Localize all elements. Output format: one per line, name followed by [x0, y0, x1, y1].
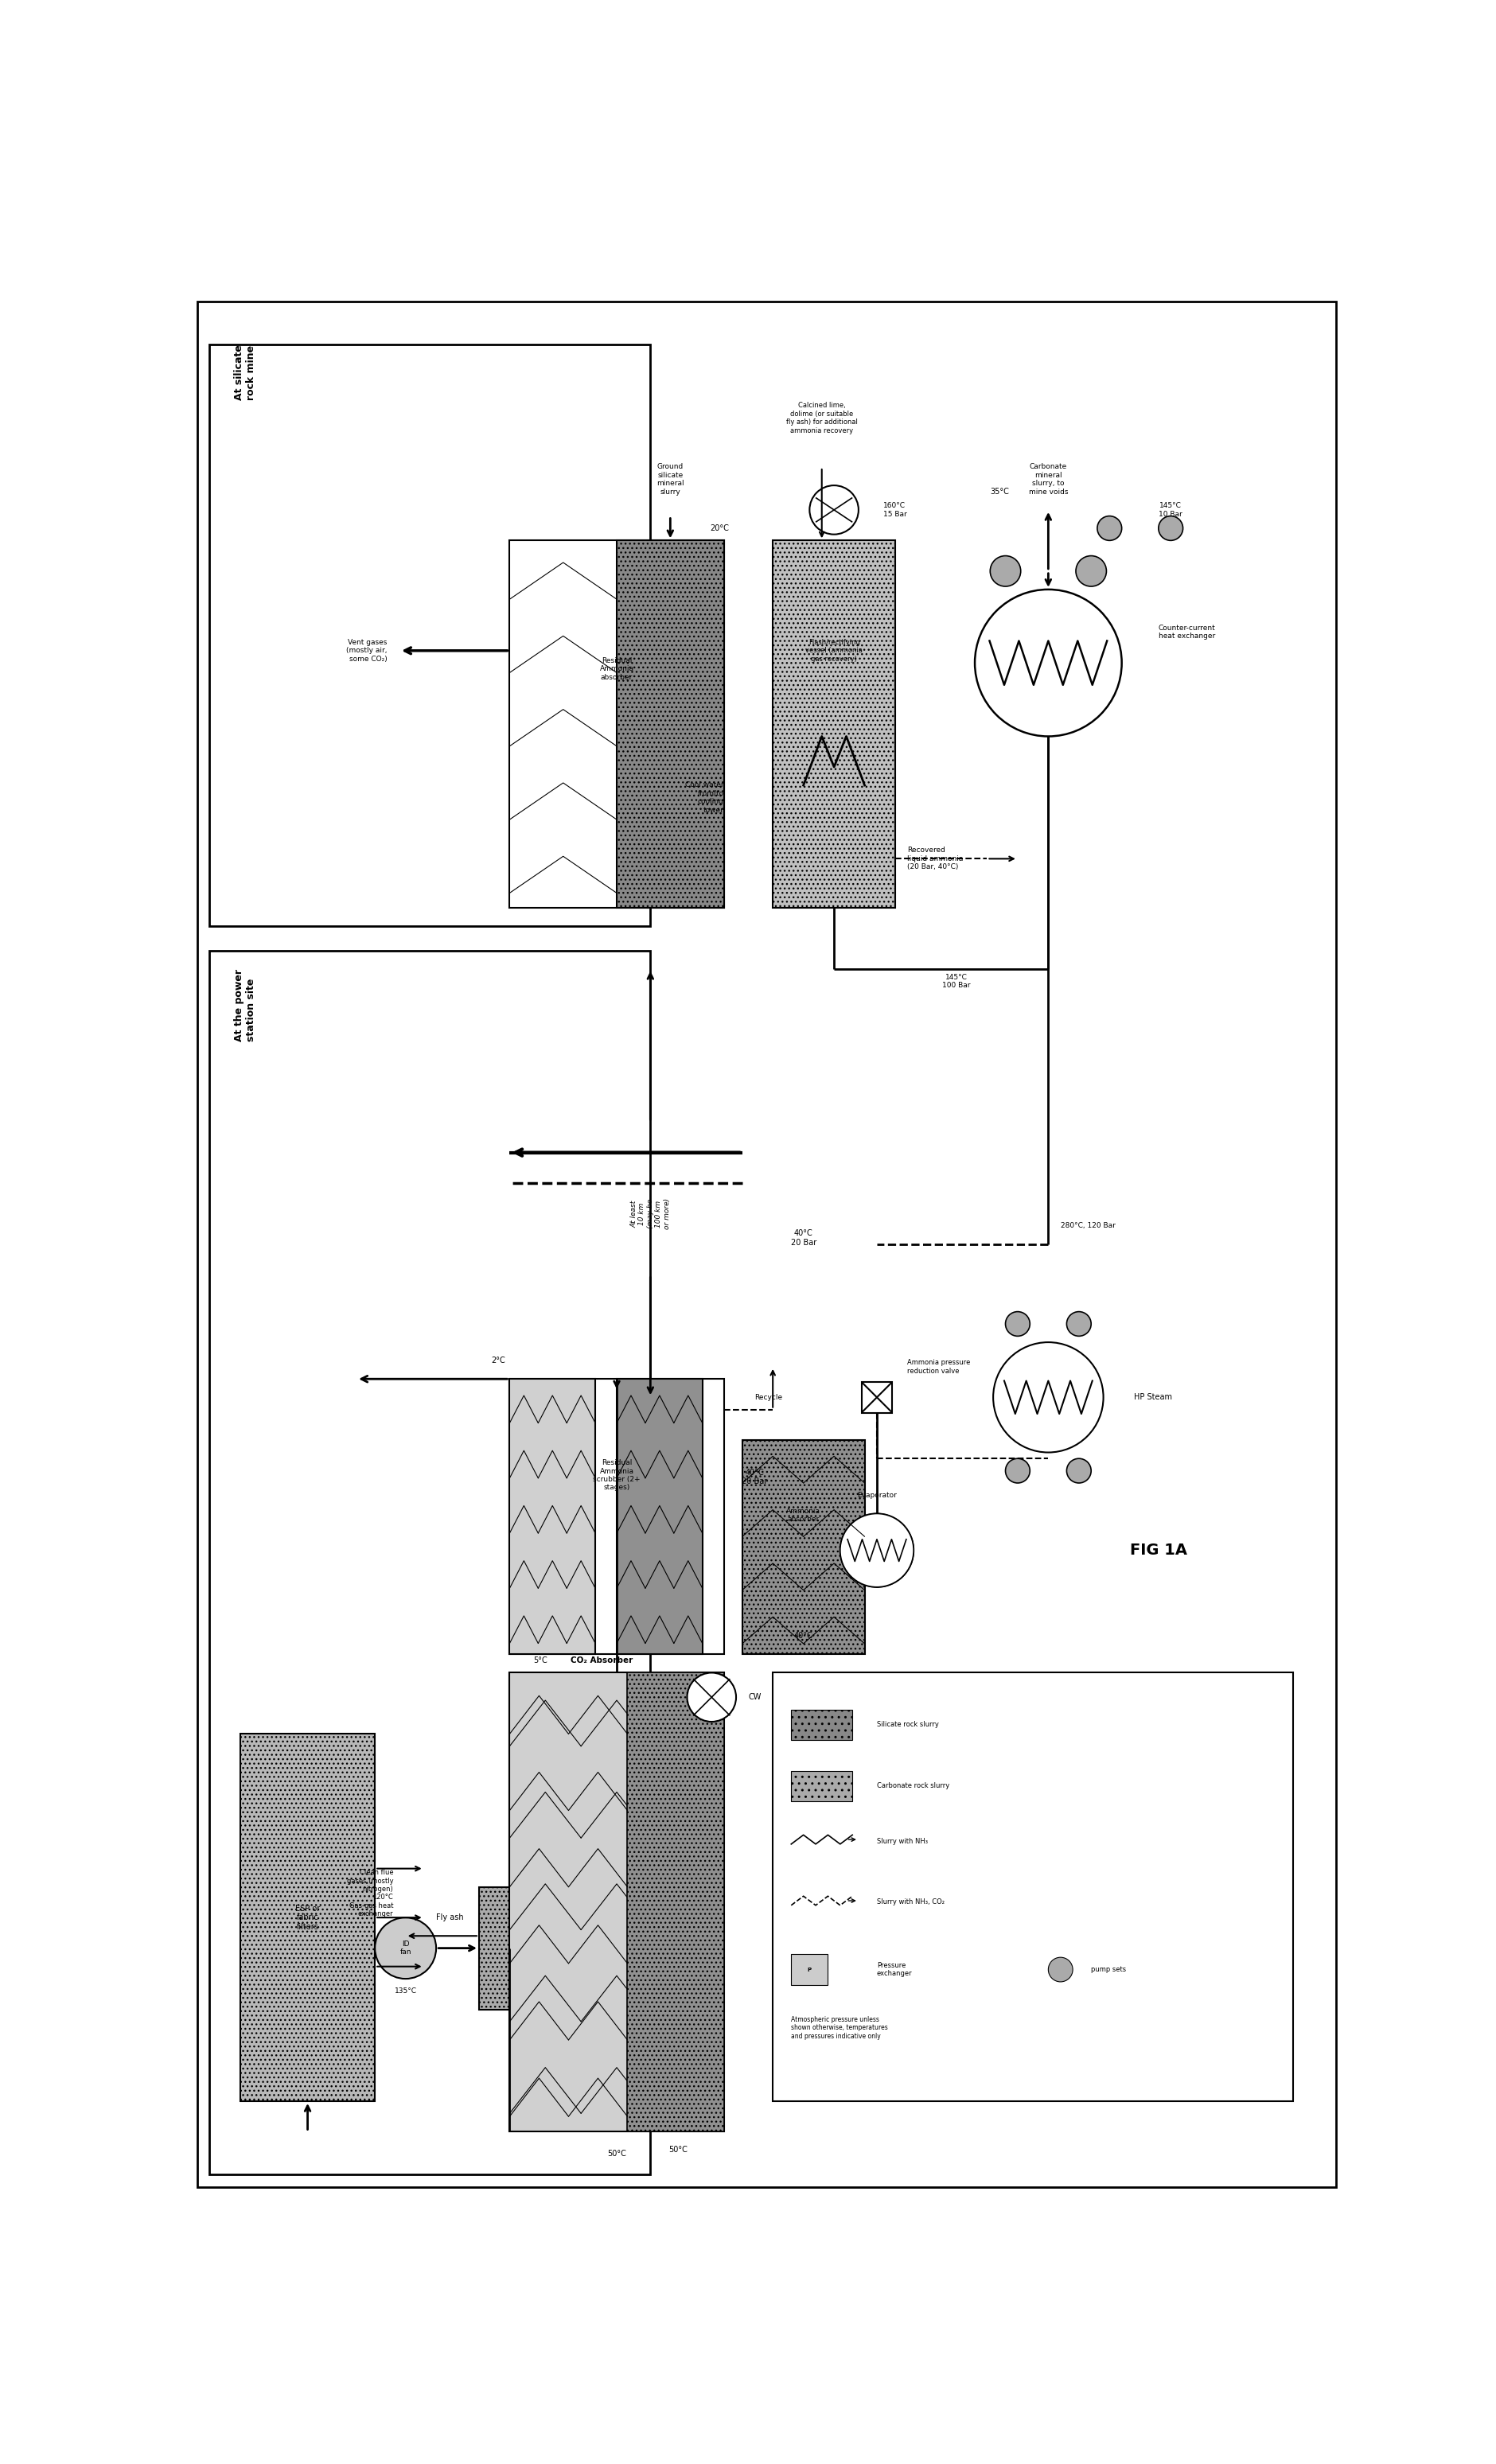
Text: 40°C
20 Bar: 40°C 20 Bar [742, 1469, 767, 1486]
Text: Silicate rock slurry: Silicate rock slurry [877, 1722, 939, 1727]
Text: 5°C: 5°C [533, 1656, 548, 1666]
Bar [773, 1673, 1293, 2102]
Text: Ammonia pressure
reduction valve: Ammonia pressure reduction valve [908, 1360, 971, 1375]
Circle shape [1158, 515, 1183, 540]
Text: ESP or
fabric
filters: ESP or fabric filters [295, 1905, 320, 1932]
Text: P: P [808, 1966, 812, 1971]
Text: 50°C: 50°C [607, 2151, 627, 2158]
Text: 50°C: 50°C [669, 2146, 688, 2154]
Circle shape [975, 589, 1122, 737]
Circle shape [1005, 1311, 1029, 1335]
Text: 160°C
15 Bar: 160°C 15 Bar [883, 503, 907, 517]
Text: Fly ash: Fly ash [437, 1915, 464, 1922]
Circle shape [687, 1673, 736, 1722]
Text: Carbonate
mineral
slurry, to
mine voids: Carbonate mineral slurry, to mine voids [1029, 463, 1068, 495]
Text: At least
10 km
(may be
100 km
or more): At least 10 km (may be 100 km or more) [630, 1198, 670, 1230]
Text: Evaporator: Evaporator [857, 1491, 896, 1498]
Circle shape [809, 485, 859, 535]
Circle shape [841, 1513, 914, 1587]
Text: pump sets: pump sets [1091, 1966, 1126, 1974]
Circle shape [1097, 515, 1122, 540]
Bar [510, 1380, 724, 1653]
Circle shape [1067, 1311, 1091, 1335]
Text: HP Steam: HP Steam [1134, 1392, 1173, 1402]
Text: Residual
Ammonia
absorber: Residual Ammonia absorber [600, 658, 634, 680]
Text: 35°C: 35°C [990, 488, 1008, 495]
Bar [510, 1673, 724, 2131]
Circle shape [993, 1343, 1104, 1451]
Circle shape [841, 1513, 914, 1587]
Bar [791, 1710, 853, 1740]
Bar [241, 1735, 375, 2102]
Bar [616, 1380, 703, 1653]
Bar [627, 1673, 724, 2131]
Bar [510, 1380, 595, 1653]
Text: Cool water
from/to
cooling
tower: Cool water from/to cooling tower [685, 781, 724, 813]
Text: Carbonate rock slurry: Carbonate rock slurry [877, 1781, 950, 1789]
Text: CW: CW [748, 1693, 761, 1700]
Text: Clean flue
gases (mostly
nitrogen)
120°C
Gas-gas heat
exchanger: Clean flue gases (mostly nitrogen) 120°C… [347, 1870, 393, 1917]
Text: Residual
Ammonia
scrubber (2+
stages): Residual Ammonia scrubber (2+ stages) [592, 1459, 640, 1491]
Text: 40°C
20 Bar: 40°C 20 Bar [790, 1230, 817, 1247]
Bar [862, 1382, 892, 1412]
Text: CO₂ Absorber: CO₂ Absorber [570, 1656, 633, 1666]
Bar [616, 540, 724, 907]
Circle shape [1067, 1459, 1091, 1483]
Text: FIG 1A: FIG 1A [1129, 1542, 1188, 1557]
Text: Flash/rectifying
vessel (ammonia
gas recovery): Flash/rectifying vessel (ammonia gas rec… [805, 638, 863, 663]
Text: ID
fan: ID fan [399, 1942, 411, 1956]
Text: 20°C: 20°C [709, 525, 729, 532]
Text: 2°C: 2°C [491, 1358, 506, 1365]
Bar [742, 1439, 865, 1653]
Text: Slurry with NH₃, CO₂: Slurry with NH₃, CO₂ [877, 1900, 944, 1905]
Circle shape [1049, 1956, 1073, 1981]
Text: At silicate
rock mine: At silicate rock mine [235, 345, 256, 399]
Text: Ammonia
absorber: Ammonia absorber [787, 1508, 820, 1523]
Text: 280°C, 120 Bar: 280°C, 120 Bar [1061, 1222, 1116, 1230]
Text: 135°C: 135°C [395, 1988, 417, 1993]
Text: Ground
silicate
mineral
slurry: Ground silicate mineral slurry [657, 463, 684, 495]
Text: 145°C
10 Bar: 145°C 10 Bar [1159, 503, 1182, 517]
Text: 40°C: 40°C [794, 1631, 812, 1641]
Text: Calcined lime,
dolime (or suitable
fly ash) for additional
ammonia recovery: Calcined lime, dolime (or suitable fly a… [785, 402, 857, 434]
Text: Atmospheric pressure unless
shown otherwise, temperatures
and pressures indicati: Atmospheric pressure unless shown otherw… [791, 2016, 889, 2040]
Circle shape [1005, 1459, 1029, 1483]
Text: Counter-current
heat exchanger: Counter-current heat exchanger [1158, 623, 1216, 641]
Text: Recycle: Recycle [754, 1395, 782, 1402]
Text: Vent gases
(mostly air,
some CO₂): Vent gases (mostly air, some CO₂) [346, 638, 387, 663]
Bar [791, 1772, 853, 1801]
Bar [209, 345, 651, 926]
Circle shape [990, 557, 1020, 586]
Text: At the power
station site: At the power station site [235, 968, 256, 1042]
Bar [510, 540, 724, 907]
Text: Recovered
liquid ammonia
(20 Bar, 40°C): Recovered liquid ammonia (20 Bar, 40°C) [908, 848, 963, 870]
Circle shape [1076, 557, 1107, 586]
Text: 145°C
100 Bar: 145°C 100 Bar [942, 973, 971, 988]
Bar [209, 951, 651, 2176]
Bar [791, 1954, 827, 1986]
Text: Slurry with NH₃: Slurry with NH₃ [877, 1838, 928, 1846]
Circle shape [375, 1917, 437, 1979]
Bar [773, 540, 895, 907]
Text: Pressure
exchanger: Pressure exchanger [877, 1961, 913, 1976]
Bar [479, 1887, 510, 2008]
